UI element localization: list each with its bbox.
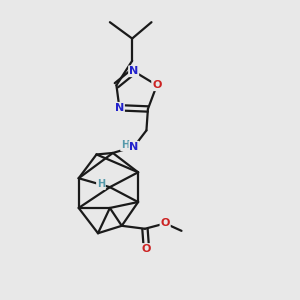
Text: N: N: [129, 142, 139, 152]
Text: O: O: [160, 218, 170, 228]
Text: N: N: [115, 103, 124, 113]
Text: N: N: [129, 66, 138, 76]
Text: H: H: [97, 179, 105, 189]
Text: H: H: [121, 140, 129, 150]
Text: O: O: [152, 80, 161, 90]
Text: O: O: [142, 244, 151, 254]
